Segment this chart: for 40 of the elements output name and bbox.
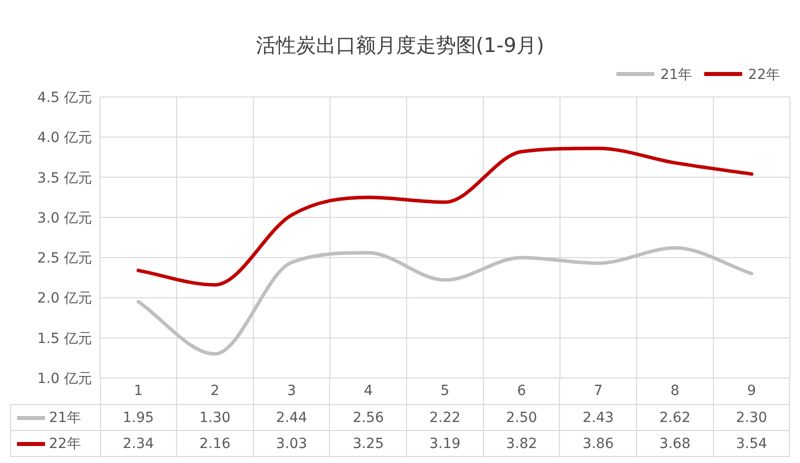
data-label: 2.44: [253, 404, 330, 430]
data-label: 3.54: [713, 430, 790, 456]
data-label: 2.62: [636, 404, 714, 430]
data-label: 1.30: [176, 404, 254, 430]
data-label: 2.30: [713, 404, 790, 430]
y-tick-label: 1.5 亿元: [37, 330, 92, 347]
y-tick-label: 3.0 亿元: [37, 210, 92, 226]
data-label: 1.95: [100, 404, 177, 430]
data-label: 3.19: [406, 430, 484, 456]
y-tick-label: 4.0 亿元: [37, 130, 92, 146]
data-label: 3.25: [330, 430, 407, 456]
data-label: 2.22: [406, 404, 484, 430]
chart-title: 活性炭出口额月度走势图(1-9月): [256, 33, 544, 57]
y-tick-label: 3.5 亿元: [37, 170, 92, 186]
x-tick-label: 8: [636, 378, 714, 404]
data-label: 3.82: [483, 430, 560, 456]
x-tick-label: 3: [253, 378, 330, 404]
x-tick-label: 9: [713, 378, 790, 404]
x-tick-label: 4: [330, 378, 407, 404]
data-label: 2.34: [100, 430, 177, 456]
text: 21年: [49, 410, 81, 426]
data-label: 3.68: [636, 430, 714, 456]
x-tick-label: 6: [483, 378, 560, 404]
x-tick-label: 7: [560, 378, 637, 404]
y-tick-label: 4.5 亿元: [37, 90, 92, 106]
x-tick-label: 2: [176, 378, 254, 404]
y-tick-label: 2.0 亿元: [37, 290, 92, 307]
x-tick-label: 1: [100, 378, 177, 404]
legend-label: 22年: [748, 67, 780, 83]
y-tick-label: 2.5 亿元: [37, 250, 92, 267]
legend-label: 21年: [660, 67, 692, 83]
text: 22年: [49, 436, 81, 452]
data-label: 2.56: [330, 404, 407, 430]
y-tick-label: 1.0 亿元: [37, 371, 92, 387]
data-label: 2.16: [176, 430, 254, 456]
data-label: 3.86: [560, 430, 637, 456]
data-label: 3.03: [253, 430, 330, 456]
data-label: 2.43: [560, 404, 637, 430]
data-label: 2.50: [483, 404, 560, 430]
x-tick-label: 5: [406, 378, 484, 404]
